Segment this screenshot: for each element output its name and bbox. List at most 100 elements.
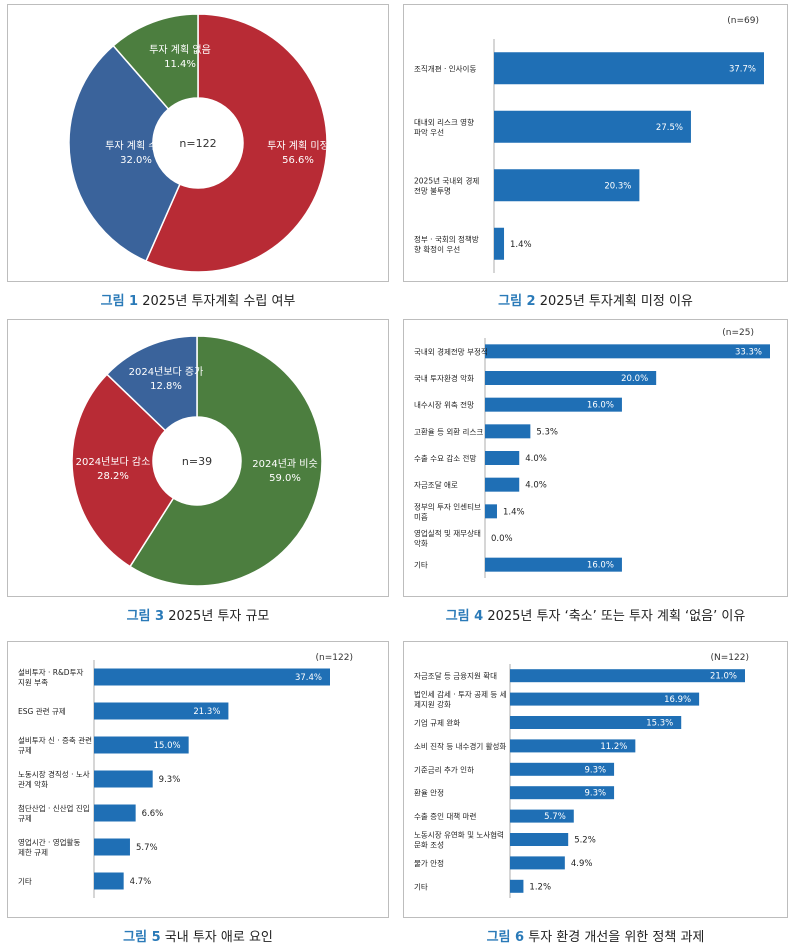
bar — [510, 786, 615, 800]
bar-value-label: 20.0% — [621, 374, 648, 384]
category-label: 국내외 경제전망 부정적 — [414, 346, 488, 356]
bar — [94, 736, 189, 754]
bar — [485, 424, 531, 439]
slice-label: 2024년보다 증가 — [129, 366, 204, 378]
bar-value-label: 4.9% — [571, 859, 593, 869]
category-label: 조직개편 · 인사이동 — [414, 63, 476, 73]
category-label: 악화 — [414, 538, 428, 548]
bar-chart-4: (n=25) 국내외 경제전망 부정적 33.3% 국내 투자환경 악화 20.0% 내수… — [414, 328, 770, 578]
slice-label: 2024년과 비슷 — [252, 458, 317, 470]
category-label: 수출 수요 감소 전망 — [414, 453, 476, 463]
bar-value-label: 33.3% — [735, 347, 762, 357]
bar — [485, 557, 622, 572]
bar — [510, 809, 574, 823]
category-label: 자금조달 등 금융지원 확대 — [414, 671, 497, 681]
category-label: 영업실적 및 재무상태 — [414, 528, 481, 538]
bar-value-label: 15.3% — [646, 719, 673, 729]
bar-value-label: 5.7% — [544, 812, 566, 822]
category-label: 제한 규제 — [18, 848, 48, 857]
bar — [485, 477, 520, 492]
bar — [510, 692, 700, 706]
category-label: 미흡 — [414, 511, 428, 521]
bar-value-label: 9.3% — [584, 765, 606, 775]
bar-chart-6: (N=122) 자금조달 등 금융지원 확대 21.0% 법인세 감세 · 투자 공제… — [414, 653, 749, 898]
category-label: 법인세 감세 · 투자 공제 등 세 — [414, 689, 507, 699]
category-label: 파악 우선 — [414, 127, 444, 137]
bar — [485, 344, 770, 359]
category-label: 소비 진작 등 내수경기 활성화 — [414, 741, 506, 751]
donut-chart-3: 2024년과 비슷 59.0% 2024년보다 감소 28.2% 2024년보다 증가 1… — [71, 335, 323, 587]
category-label: 기업 규제 완화 — [414, 719, 460, 728]
caption-2: 그림 2 2025년 투자계획 미정 이유 — [498, 294, 693, 309]
bar-value-label: 5.3% — [536, 427, 558, 437]
bar — [510, 833, 569, 846]
category-label: 물가 안정 — [414, 858, 444, 868]
bar-value-label: 6.6% — [142, 809, 164, 819]
category-label: 노동시장 경직성 · 노사 — [18, 769, 90, 779]
category-label: 기타 — [18, 877, 32, 886]
chart-panel-1: 투자 계획 미정 56.6% 투자 계획 수립 32.0% 투자 계획 없음 11.4% n… — [7, 4, 389, 282]
bar-value-label: 1.2% — [529, 882, 551, 892]
bar — [494, 52, 764, 85]
bar-value-label: 4.7% — [130, 877, 152, 887]
category-label: 내수시장 위축 전망 — [414, 400, 474, 410]
category-label: 기준금리 추가 인하 — [414, 764, 474, 774]
slice-value-label: 28.2% — [97, 471, 129, 482]
category-label: 정부 · 국회의 정책방 — [414, 234, 479, 244]
sample-size-label: (n=122) — [316, 653, 353, 663]
bar-value-label: 1.4% — [503, 507, 525, 517]
category-label: 환율 안정 — [414, 788, 444, 798]
category-label: 2025년 국내외 경제 — [414, 175, 479, 185]
bar-value-label: 20.3% — [604, 181, 631, 191]
donut-slice-3 — [105, 335, 198, 432]
category-label: 제지원 강화 — [414, 699, 451, 709]
bar — [485, 451, 520, 465]
category-label: 고환율 등 외환 리스크 — [414, 426, 483, 436]
category-label: 영업시간 · 영업활동 — [18, 837, 80, 847]
donut-chart-1: 투자 계획 미정 56.6% 투자 계획 수립 32.0% 투자 계획 없음 11.4% n… — [68, 13, 329, 273]
chart-panel-6: (N=122) 자금조달 등 금융지원 확대 21.0% 법인세 감세 · 투자 공제… — [403, 641, 788, 918]
slice-value-label: 11.4% — [164, 59, 196, 70]
bar-value-label: 9.3% — [584, 789, 606, 799]
bar — [94, 702, 229, 720]
caption-6: 그림 6 투자 환경 개선을 위한 정책 과제 — [486, 930, 705, 945]
bar — [510, 856, 565, 870]
category-label: 노동시장 유연화 및 노사협력 — [414, 830, 504, 840]
category-label: 규제 — [18, 814, 32, 823]
category-label: 대내외 리스크 영향 — [414, 117, 474, 127]
donut-slice-2 — [71, 373, 175, 568]
category-label: 지원 부족 — [18, 678, 48, 687]
bar — [510, 669, 745, 683]
category-label: ESG 관련 규제 — [18, 706, 66, 716]
bar-value-label: 11.2% — [600, 742, 627, 752]
bar-value-label: 16.0% — [587, 401, 614, 411]
sample-size-label: (n=69) — [727, 16, 759, 26]
category-label: 기타 — [414, 882, 428, 891]
bar — [485, 504, 497, 519]
bar-value-label: 37.7% — [729, 64, 756, 74]
donut-slice-1 — [145, 13, 328, 273]
bar — [485, 371, 657, 385]
chart-panel-5: (n=122) 설비투자 · R&D투자 지원 부족 37.4% ESG 관련 규제 21… — [7, 641, 389, 918]
bar-value-label: 1.4% — [510, 240, 532, 250]
bar-value-label: 16.0% — [587, 561, 614, 571]
donut-slice-3 — [112, 13, 199, 111]
slice-value-label: 12.8% — [150, 381, 182, 392]
bar-value-label: 16.9% — [664, 695, 691, 705]
chart-panel-2: (n=69) 조직개편 · 인사이동 37.7% 대내외 리스크 영향 파악 우선 27.… — [403, 4, 788, 282]
slice-label: 투자 계획 없음 — [149, 43, 211, 56]
category-label: 규제 — [18, 746, 32, 755]
slice-value-label: 56.6% — [282, 155, 314, 166]
category-label: 수출 증인 대책 마련 — [414, 811, 476, 821]
slice-value-label: 59.0% — [269, 473, 301, 484]
donut-center-label: n=39 — [182, 455, 212, 468]
bar-value-label: 5.7% — [136, 843, 158, 853]
slice-label: 투자 계획 미정 — [267, 140, 329, 152]
chart-panel-4: (n=25) 국내외 경제전망 부정적 33.3% 국내 투자환경 악화 20.0% 내수… — [403, 319, 788, 597]
bar-value-label: 9.3% — [159, 775, 181, 785]
caption-4: 그림 4 2025년 투자 ‘축소’ 또는 투자 계획 ‘없음’ 이유 — [445, 609, 746, 624]
caption-1: 그림 1 2025년 투자계획 수립 여부 — [100, 294, 296, 309]
category-label: 국내 투자환경 악화 — [414, 373, 474, 383]
